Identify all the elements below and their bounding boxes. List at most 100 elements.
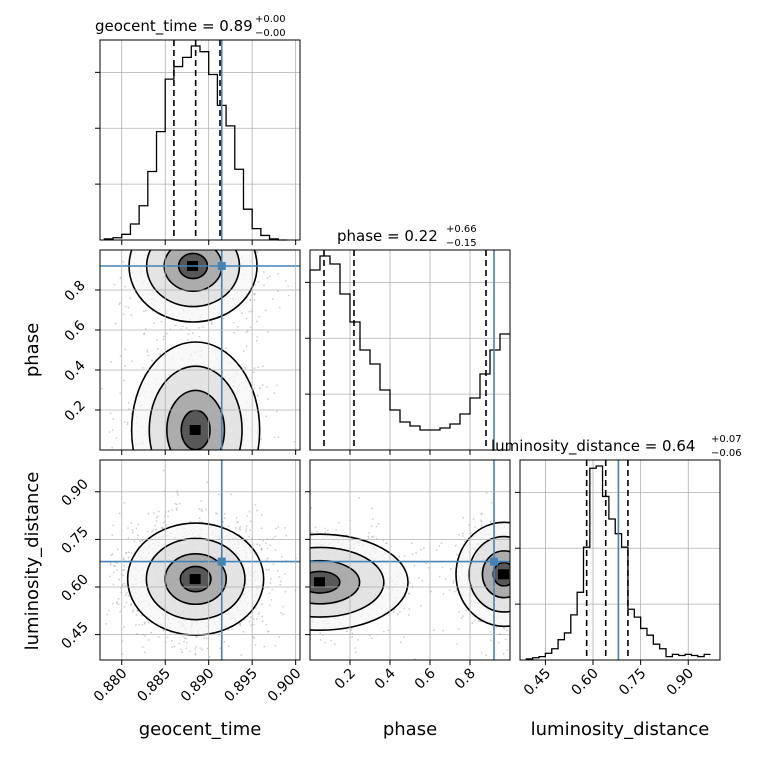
sample-point [521,520,523,522]
sample-point [513,573,515,575]
sample-point [525,653,527,655]
sample-point [196,635,198,638]
sample-point [409,582,411,584]
sample-point [324,531,327,534]
sample-point [167,229,169,231]
sample-point [288,621,290,623]
sample-point [185,641,188,644]
sample-point [175,519,177,521]
sample-point [415,552,418,554]
sample-point [166,469,168,471]
sample-point [440,542,443,544]
sample-point [305,517,307,519]
x-tick-label-luminosity-distance: 0.60 [568,666,601,699]
sample-point [196,456,198,458]
sample-point [98,561,100,563]
sample-point [122,313,125,316]
sample-point [306,600,308,602]
sample-point [185,451,187,453]
sample-point [187,246,189,248]
sample-point [176,495,178,497]
sample-point [306,568,308,570]
sample-point [198,485,200,487]
sample-point [224,219,226,221]
sample-point [252,618,255,620]
sample-point [145,216,147,218]
sample-point [286,554,288,556]
sample-point [516,551,518,553]
sample-point [307,607,309,609]
sample-point [224,478,226,480]
sample-point [223,227,225,229]
sample-point [151,464,153,466]
sample-point [513,589,515,591]
sample-point [525,559,527,561]
sample-point [516,574,518,576]
sample-point [132,504,134,506]
sample-point [199,234,201,236]
sample-point [305,572,307,574]
sample-point [469,532,472,534]
sample-point [474,526,477,528]
sample-point [337,521,340,524]
sample-point [235,225,237,227]
sample-point [135,454,137,456]
sample-point [135,527,138,530]
sample-point [137,523,140,526]
sample-point [224,504,226,506]
sample-point [354,651,357,654]
sample-point [241,501,243,503]
sample-point [196,242,198,244]
sample-point [285,279,287,282]
sample-point [98,545,100,547]
sample-point [280,573,282,575]
sample-point [230,485,232,487]
panel-frame [99,39,301,241]
sample-point [524,552,526,554]
sample-point [114,565,117,567]
sample-point [326,529,329,532]
sample-point [151,530,153,533]
sample-point [527,600,529,602]
title-luminosity-distance-sup: +0.07 [711,434,742,445]
sample-point [209,511,211,513]
sample-point [296,585,298,587]
sample-point [305,568,307,570]
sample-point [462,615,464,617]
sample-point [178,642,181,645]
sample-point [210,321,213,323]
sample-point [109,563,112,566]
sample-point [474,619,477,622]
sample-point [202,244,204,246]
sample-point [534,566,536,568]
sample-point [209,219,211,221]
sample-point [253,244,255,246]
sample-point [215,512,218,515]
sample-point [563,539,565,541]
sample-point [266,386,268,388]
sample-point [530,617,532,619]
sample-point [453,590,456,593]
sample-point [171,232,173,234]
sample-point [141,539,144,542]
sample-point [168,237,170,239]
sample-point [101,387,103,390]
sample-point [183,235,185,237]
sample-point [524,542,526,544]
sample-point [335,528,338,531]
sample-point [319,632,322,634]
hist-bin-luminosity-distance [545,653,551,660]
sample-point [540,568,542,570]
sample-point [125,601,128,604]
sample-point [203,213,205,215]
sample-point [419,604,422,607]
sample-point [540,550,542,552]
sample-point [131,531,134,534]
sample-point [306,600,308,602]
sample-point [297,584,299,586]
sample-point [533,560,535,562]
sample-point [442,593,445,595]
sample-point [193,505,195,507]
sample-point [288,600,290,602]
sample-point [455,589,458,592]
